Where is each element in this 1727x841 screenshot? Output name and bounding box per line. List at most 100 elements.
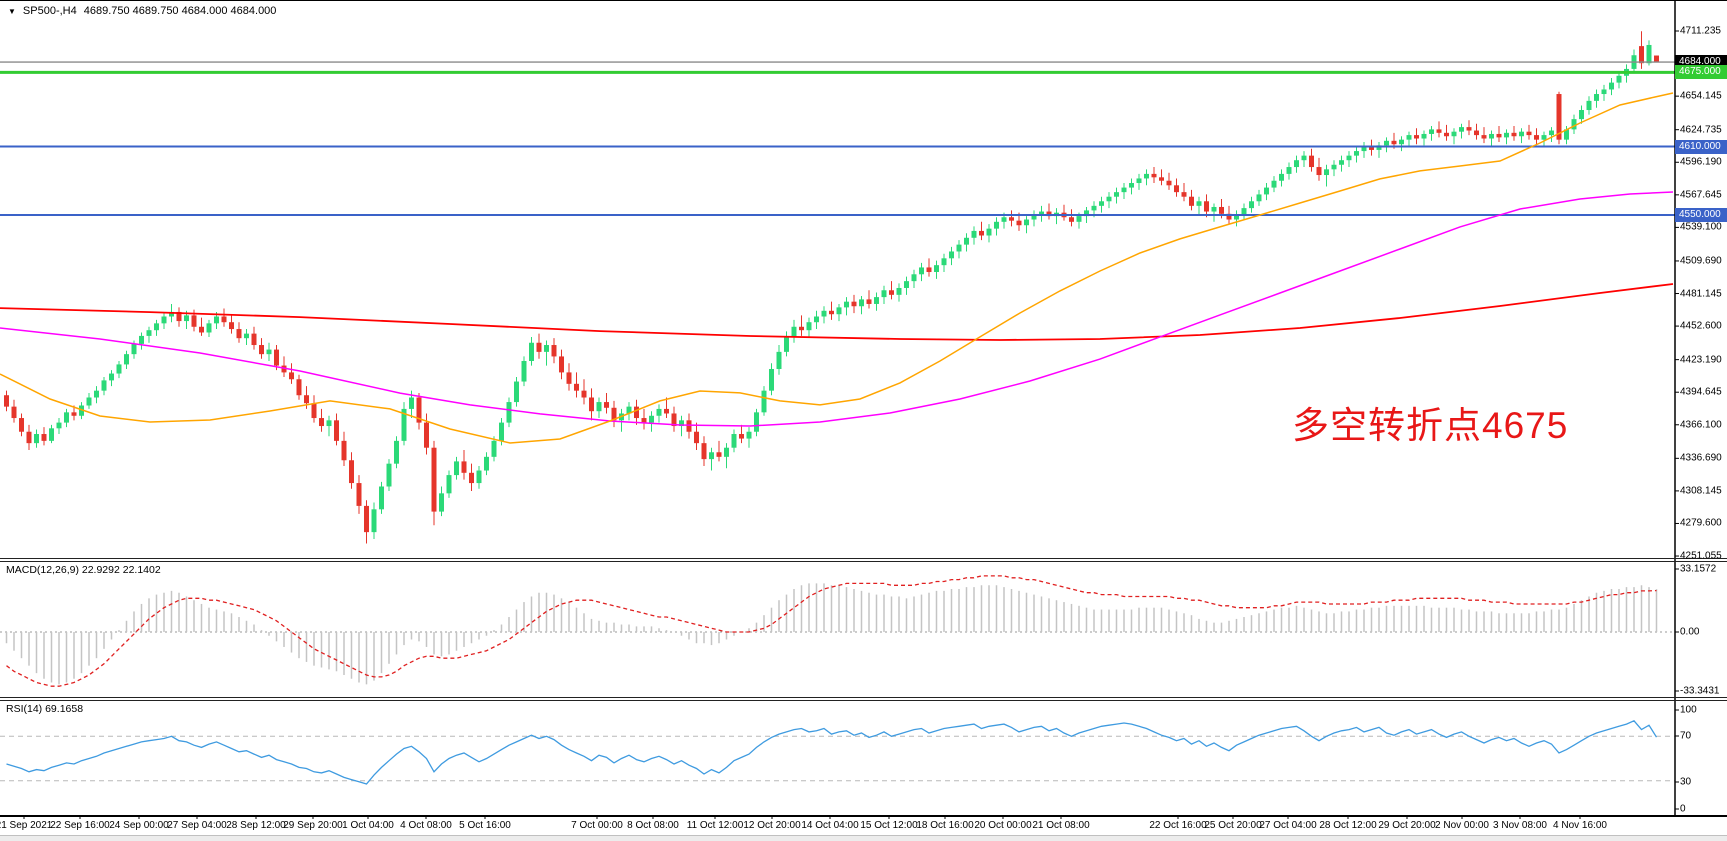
candle-body bbox=[761, 390, 767, 413]
rsi-scale-label: 0 bbox=[1680, 803, 1686, 815]
candle-body bbox=[326, 420, 332, 427]
chevron-down-icon[interactable]: ▼ bbox=[8, 6, 16, 16]
rsi-scale-label: 70 bbox=[1680, 730, 1692, 742]
time-axis[interactable]: 21 Sep 2021 22 Sep 16:00 24 Sep 00:00 27 Se… bbox=[0, 818, 1727, 834]
candle-body bbox=[686, 420, 692, 432]
candle-body bbox=[604, 402, 609, 408]
candle-body bbox=[851, 301, 857, 307]
candle-body bbox=[506, 402, 512, 423]
pane-separator[interactable] bbox=[0, 561, 1727, 562]
candle-body bbox=[1001, 217, 1007, 222]
candle-body bbox=[19, 418, 24, 432]
candle-body bbox=[559, 356, 564, 373]
candle-body bbox=[889, 290, 894, 295]
candle-body bbox=[1016, 220, 1022, 226]
candle-body bbox=[1601, 89, 1607, 95]
time-tick-label: 29 Oct 20:00 bbox=[1378, 820, 1436, 831]
candle-body bbox=[881, 290, 887, 298]
candle-body bbox=[221, 316, 227, 323]
time-tick-label: 28 Oct 12:00 bbox=[1319, 820, 1377, 831]
time-tick-label: 14 Oct 04:00 bbox=[801, 820, 859, 831]
candle-body bbox=[1144, 173, 1149, 179]
candle-body bbox=[1459, 127, 1464, 132]
candle-body bbox=[304, 395, 309, 404]
candle-body bbox=[799, 326, 804, 331]
candle-body bbox=[649, 415, 654, 423]
candle-body bbox=[356, 483, 362, 506]
rsi-indicator-label: RSI(14) 69.1658 bbox=[6, 703, 84, 715]
time-tick-label: 27 Sep 04:00 bbox=[167, 820, 227, 831]
candle-body bbox=[844, 301, 849, 308]
time-tick-label: 29 Sep 20:00 bbox=[283, 820, 343, 831]
macd-indicator-label: MACD(12,26,9) 22.9292 22.1402 bbox=[6, 564, 161, 576]
candle-body bbox=[1451, 131, 1457, 137]
candle-body bbox=[1609, 82, 1614, 90]
candle-body bbox=[1519, 131, 1524, 137]
candle-body bbox=[1256, 194, 1262, 202]
price-axis[interactable]: 4711.235 4654.145 4624.735 4596.190 4567.645… bbox=[1675, 1, 1727, 816]
candle-body bbox=[1331, 164, 1337, 170]
candle-body bbox=[1076, 216, 1082, 222]
candle-body bbox=[1504, 132, 1509, 138]
candle-body bbox=[791, 326, 797, 338]
candle-body bbox=[49, 428, 54, 441]
candle-body bbox=[829, 310, 834, 315]
price-tick-label: 4539.100 bbox=[1680, 221, 1722, 233]
candle-body bbox=[169, 311, 174, 317]
candle-body bbox=[296, 379, 302, 396]
candle-body bbox=[949, 251, 954, 259]
candle-body bbox=[244, 333, 249, 339]
pane-separator[interactable] bbox=[0, 700, 1727, 701]
candle-body bbox=[446, 475, 452, 494]
price-tick-label: 4423.190 bbox=[1680, 354, 1722, 366]
price-tick-label: 4394.645 bbox=[1680, 386, 1722, 398]
candle-body bbox=[551, 345, 557, 357]
candle-body bbox=[394, 440, 399, 464]
candle-body bbox=[1024, 219, 1029, 226]
candle-body bbox=[379, 486, 384, 510]
time-tick-label: 8 Oct 08:00 bbox=[627, 820, 679, 831]
candle-body bbox=[371, 509, 377, 533]
time-tick-label: 24 Sep 00:00 bbox=[109, 820, 169, 831]
candle-body bbox=[79, 405, 84, 416]
candle-body bbox=[94, 390, 99, 398]
candle-body bbox=[401, 408, 407, 441]
candle-body bbox=[191, 315, 197, 327]
candle-body bbox=[289, 372, 294, 380]
candle-body bbox=[529, 342, 534, 361]
candle-body bbox=[911, 274, 917, 282]
candle-body bbox=[274, 349, 279, 366]
candle-body bbox=[1414, 135, 1419, 139]
candle-body bbox=[469, 472, 474, 484]
pane-separator[interactable] bbox=[0, 558, 1727, 559]
time-tick-label: 2 Nov 00:00 bbox=[1435, 820, 1489, 831]
pane-separator[interactable] bbox=[0, 697, 1727, 698]
candle-body bbox=[754, 412, 759, 432]
candle-body bbox=[776, 351, 782, 369]
ma-magenta-line bbox=[0, 191, 1674, 427]
candle-body bbox=[641, 418, 647, 423]
candle-body bbox=[1571, 119, 1577, 130]
candle-body bbox=[26, 431, 32, 444]
candle-body bbox=[1534, 135, 1539, 140]
candle-body bbox=[176, 311, 182, 322]
candle-body bbox=[1084, 210, 1089, 217]
time-tick-label: 18 Oct 16:00 bbox=[916, 820, 974, 831]
candle-body bbox=[724, 447, 729, 457]
candle-body bbox=[1114, 192, 1119, 197]
candle-body bbox=[589, 397, 594, 412]
candle-body bbox=[1099, 201, 1104, 206]
candle-body bbox=[536, 342, 542, 352]
time-tick-label: 5 Oct 16:00 bbox=[459, 820, 511, 831]
candle-body bbox=[1549, 130, 1554, 136]
candle-body bbox=[109, 373, 114, 381]
candle-body bbox=[1129, 183, 1134, 188]
candle-body bbox=[956, 244, 962, 252]
candle-body bbox=[184, 315, 189, 322]
level-price-box: 4675.000 bbox=[1675, 65, 1727, 80]
time-tick-label: 27 Oct 04:00 bbox=[1259, 820, 1317, 831]
candle-body bbox=[1639, 46, 1644, 64]
candle-body bbox=[1069, 217, 1074, 222]
